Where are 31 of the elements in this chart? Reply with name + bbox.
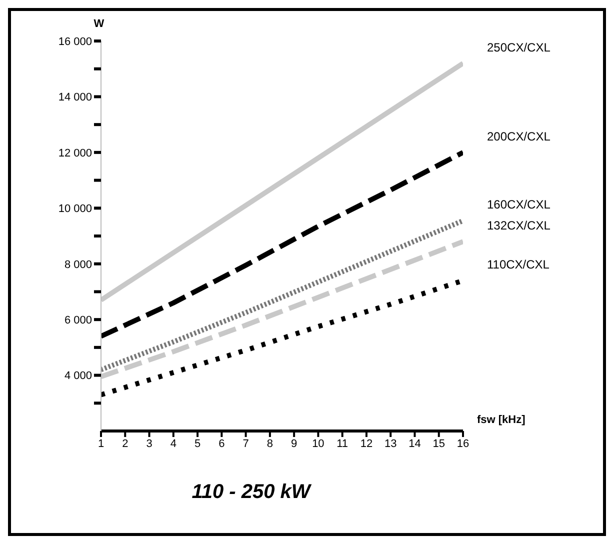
y-tick-label: 10 000 xyxy=(58,203,92,216)
text: 132CX/CXL xyxy=(487,218,551,233)
x-tick-label: 15 xyxy=(432,438,445,450)
x-tick-label: 10 xyxy=(312,438,324,450)
y-tick-label: 6 000 xyxy=(64,314,92,326)
y-tick-label: 8 000 xyxy=(64,258,92,271)
x-tick-label: 1 xyxy=(98,438,104,450)
x-tick-label: 8 xyxy=(266,438,273,450)
x-tick-label: 14 xyxy=(408,438,421,450)
text: 110 - 250 kW xyxy=(190,481,312,504)
x-tick-label: 7 xyxy=(242,438,249,450)
x-axis-title: fsw [kHz] xyxy=(477,414,526,426)
x-tick-label: 13 xyxy=(384,438,397,450)
x-tick-label: 4 xyxy=(170,438,176,450)
y-tick-label: 14 000 xyxy=(58,92,92,104)
text: 160CX/CXL xyxy=(487,198,551,212)
x-tick-label: 11 xyxy=(336,438,348,450)
y-axis-title: W xyxy=(94,18,105,30)
text: 110CX/CXL xyxy=(487,258,550,272)
x-tick-label: 2 xyxy=(122,438,128,450)
x-tick-label: 6 xyxy=(218,438,225,450)
text: 200CX/CXL xyxy=(487,129,551,144)
y-tick-label: 4 000 xyxy=(64,370,92,382)
text: 250CX/CXL xyxy=(487,40,551,54)
y-tick-label: 12 000 xyxy=(58,147,92,160)
y-tick-label: 16 000 xyxy=(58,36,92,48)
x-tick-label: 12 xyxy=(360,438,373,450)
x-tick-label: 3 xyxy=(146,438,152,450)
x-tick-label: 5 xyxy=(194,438,201,450)
x-tick-label: 16 xyxy=(456,438,470,450)
x-tick-label: 9 xyxy=(291,438,298,450)
